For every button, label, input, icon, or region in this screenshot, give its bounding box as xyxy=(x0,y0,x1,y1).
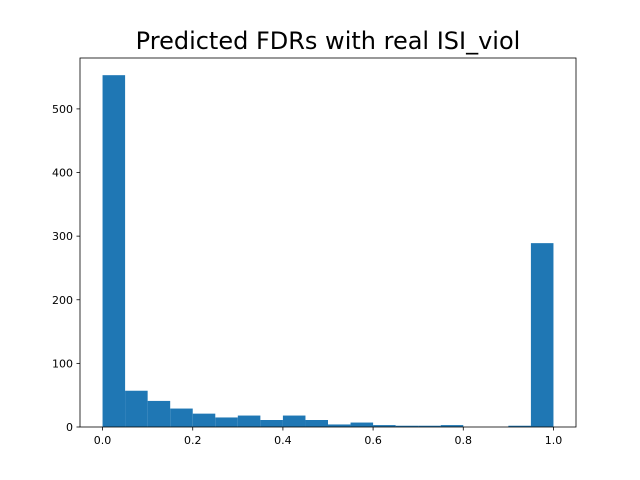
histogram-bar xyxy=(282,415,306,427)
histogram-bar xyxy=(305,420,328,427)
histogram-bar xyxy=(328,424,351,427)
histogram-bar xyxy=(215,417,238,427)
histogram-bar xyxy=(373,425,396,427)
x-axis: 0.0 0.2 0.4 0.6 0.8 1.0 xyxy=(94,427,562,447)
histogram-bar xyxy=(125,390,148,427)
x-tick-label: 1.0 xyxy=(545,434,563,447)
x-tick-label: 0.6 xyxy=(364,434,382,447)
histogram-bar xyxy=(260,420,283,427)
plot-frame xyxy=(79,57,577,428)
chart-title: Predicted FDRs with real ISI_viol xyxy=(136,27,521,55)
y-axis: 0 100 200 300 400 500 xyxy=(52,103,80,434)
histogram-bar xyxy=(350,422,374,427)
y-tick-label: 400 xyxy=(52,167,73,180)
x-tick-label: 0.4 xyxy=(274,434,292,447)
histogram-bar xyxy=(102,75,126,428)
y-tick-label: 200 xyxy=(52,294,73,307)
histogram-bar xyxy=(237,415,261,427)
y-tick-label: 300 xyxy=(52,230,73,243)
histogram-bar xyxy=(395,425,419,427)
histogram-bar xyxy=(508,425,531,427)
histogram-bar xyxy=(170,408,193,427)
y-tick-label: 500 xyxy=(52,103,73,116)
bars-group xyxy=(102,75,554,428)
histogram-bar xyxy=(147,400,171,427)
histogram-bar xyxy=(192,413,216,427)
x-tick-label: 0.2 xyxy=(184,434,202,447)
histogram-bar xyxy=(440,425,464,427)
y-tick-label: 0 xyxy=(66,421,73,434)
x-tick-label: 0.8 xyxy=(455,434,473,447)
histogram-bar xyxy=(530,243,554,427)
x-tick-label: 0.0 xyxy=(94,434,112,447)
y-tick-label: 100 xyxy=(52,357,73,370)
histogram-bar xyxy=(418,425,441,427)
